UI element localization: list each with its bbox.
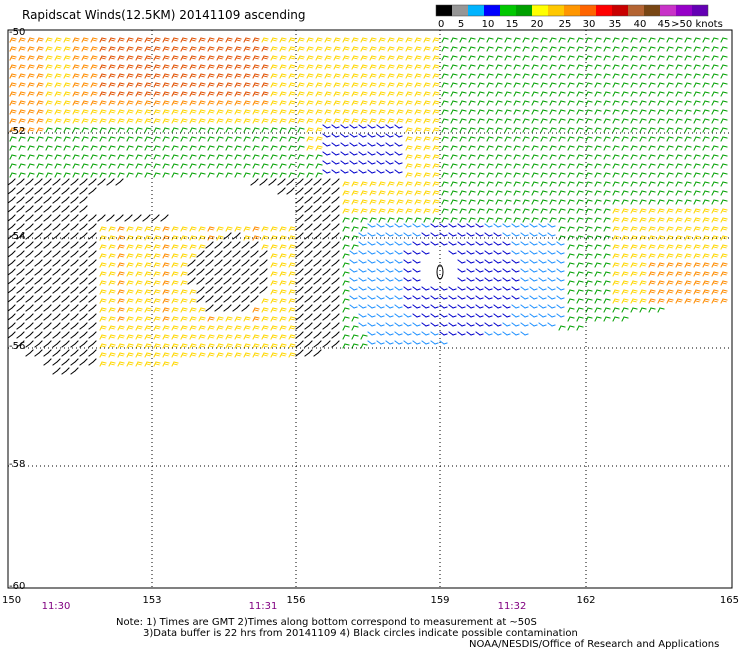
lon-label: 165 [720,595,739,606]
wind-barb-group [8,178,340,375]
legend-tick-label: >50 knots [671,19,723,30]
legend-tick-label: 0 [438,19,444,30]
legend-swatch [612,5,628,16]
legend-swatch [676,5,692,16]
legend-swatch [628,5,644,16]
wind-barb-group [349,223,565,345]
legend-swatch [436,5,452,16]
legend-swatch [484,5,500,16]
lon-label: 156 [286,595,305,606]
lon-label: 150 [2,595,21,606]
notes-line-2: 3)Data buffer is 22 hrs from 20141109 4)… [143,628,578,639]
legend-swatch [596,5,612,16]
wind-barb-group [9,37,728,322]
legend-swatch [500,5,516,16]
lat-lon-grid [8,30,732,588]
lat-label: -50 [9,27,25,38]
wind-barb-group [45,37,728,367]
wind-speed-legend: 0 5 10 15 20 25 30 35 40 45 >50 knots [435,4,723,30]
time-label: 11:31 [249,601,278,612]
legend-tick-label: 45 [658,19,671,30]
notes-line-1: Note: 1) Times are GMT 2)Times along bot… [116,617,537,628]
lon-label: 159 [430,595,449,606]
legend-swatch [468,5,484,16]
lat-label: -56 [9,341,25,352]
time-label: 11:30 [42,601,71,612]
legend-tick-label: 25 [559,19,572,30]
legend-swatch [644,5,660,16]
legend-tick-label: 40 [634,19,647,30]
legend-swatch [532,5,548,16]
lat-label: -54 [9,231,25,242]
legend-swatch [516,5,532,16]
wind-barb-group [322,124,520,336]
legend-tick-label: 15 [506,19,519,30]
legend-tick-label: 20 [531,19,544,30]
legend-swatch [660,5,676,16]
notes-line-3: NOAA/NESDIS/Office of Research and Appli… [469,639,720,650]
wind-barbs-layer [8,37,728,375]
legend-tick-label: 30 [583,19,596,30]
legend-swatch [564,5,580,16]
time-label: 11:32 [498,601,527,612]
lat-label: -60 [9,581,25,592]
lat-label: -58 [9,459,25,470]
legend-tick-label: 5 [458,19,464,30]
lat-label: -52 [9,126,25,137]
legend-swatch [580,5,596,16]
legend-tick-label: 10 [482,19,495,30]
wind-barb-group [9,37,728,349]
map-title: Rapidscat Winds(12.5KM) 20141109 ascendi… [22,8,306,22]
lon-label: 153 [142,595,161,606]
legend-border [435,4,709,17]
legend-swatch [452,5,468,16]
wind-barb-group [99,37,269,97]
contamination-circle [436,264,444,280]
legend-swatch [548,5,564,16]
legend-tick-label: 35 [609,19,622,30]
axis-labels: 150 153 156 159 162 165 -50 -52 -54 -56 -58 -60 11:3… [2,27,739,612]
map-frame [7,29,733,589]
lon-label: 162 [576,595,595,606]
legend-swatch [692,5,708,16]
